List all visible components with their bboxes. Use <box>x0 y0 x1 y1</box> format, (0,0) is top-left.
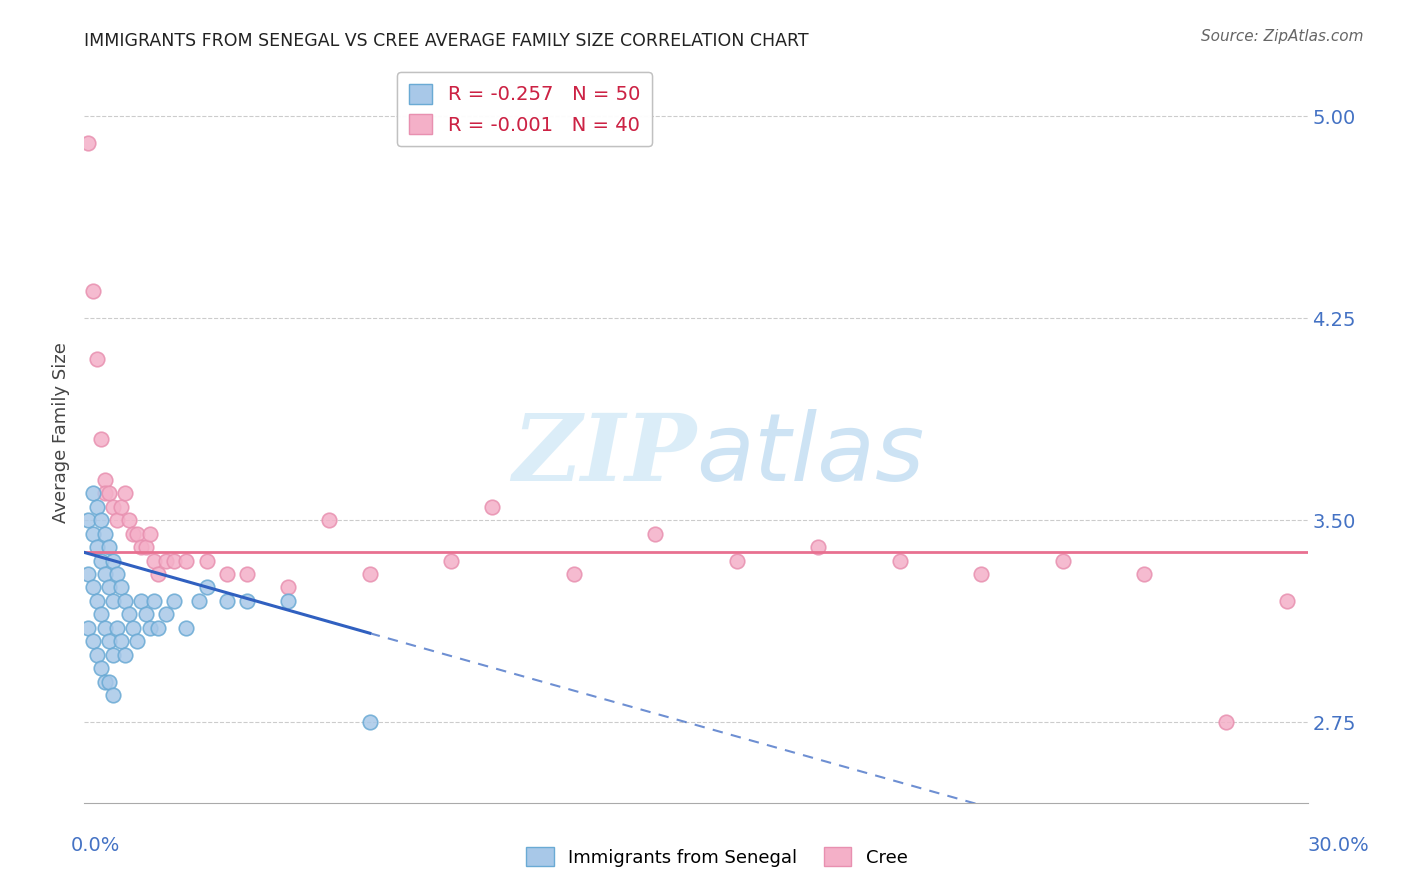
Point <box>105 513 128 527</box>
Point <box>77 136 100 151</box>
Point <box>155 607 177 622</box>
Point <box>110 581 132 595</box>
Point <box>163 553 186 567</box>
Point <box>77 513 100 527</box>
Point <box>118 607 141 622</box>
Point <box>86 500 108 514</box>
Point <box>146 566 169 581</box>
Point <box>1277 594 1299 608</box>
Point <box>236 594 259 608</box>
Point <box>481 500 503 514</box>
Point <box>155 553 177 567</box>
Point <box>889 553 911 567</box>
Point <box>114 594 136 608</box>
Point <box>90 513 112 527</box>
Point <box>131 594 153 608</box>
Point <box>440 553 463 567</box>
Y-axis label: Average Family Size: Average Family Size <box>52 343 70 523</box>
Point <box>93 473 115 487</box>
Point <box>101 688 124 702</box>
Point <box>97 486 120 500</box>
Point <box>359 714 381 729</box>
Point <box>970 566 993 581</box>
Point <box>1052 553 1074 567</box>
Point <box>97 581 120 595</box>
Point <box>101 553 124 567</box>
Point <box>174 621 197 635</box>
Point <box>195 581 218 595</box>
Text: ZIP: ZIP <box>512 409 696 500</box>
Point <box>138 621 160 635</box>
Point <box>90 553 112 567</box>
Point <box>318 513 340 527</box>
Point <box>142 594 165 608</box>
Point <box>77 621 100 635</box>
Point <box>82 634 104 648</box>
Point <box>187 594 209 608</box>
Point <box>86 540 108 554</box>
Text: 0.0%: 0.0% <box>70 836 121 855</box>
Point <box>142 553 165 567</box>
Point <box>725 553 748 567</box>
Point <box>195 553 218 567</box>
Point <box>807 540 830 554</box>
Point <box>93 621 115 635</box>
Point <box>82 526 104 541</box>
Point <box>138 526 160 541</box>
Point <box>122 526 145 541</box>
Legend: Immigrants from Senegal, Cree: Immigrants from Senegal, Cree <box>519 840 915 874</box>
Point <box>101 500 124 514</box>
Point <box>101 594 124 608</box>
Point <box>86 594 108 608</box>
Point <box>118 513 141 527</box>
Point <box>135 540 157 554</box>
Text: IMMIGRANTS FROM SENEGAL VS CREE AVERAGE FAMILY SIZE CORRELATION CHART: IMMIGRANTS FROM SENEGAL VS CREE AVERAGE … <box>84 32 808 50</box>
Point <box>110 500 132 514</box>
Point <box>127 526 149 541</box>
Point <box>135 607 157 622</box>
Point <box>90 433 112 447</box>
Point <box>131 540 153 554</box>
Point <box>122 621 145 635</box>
Point <box>93 566 115 581</box>
Point <box>97 634 120 648</box>
Point <box>86 648 108 662</box>
Point <box>86 351 108 366</box>
Point <box>97 540 120 554</box>
Text: atlas: atlas <box>696 409 924 500</box>
Point <box>82 285 104 299</box>
Point <box>127 634 149 648</box>
Point <box>359 566 381 581</box>
Point <box>90 607 112 622</box>
Point <box>114 648 136 662</box>
Point <box>114 486 136 500</box>
Point <box>105 621 128 635</box>
Point <box>97 674 120 689</box>
Legend: R = -0.257   N = 50, R = -0.001   N = 40: R = -0.257 N = 50, R = -0.001 N = 40 <box>398 72 652 146</box>
Point <box>82 581 104 595</box>
Point <box>90 661 112 675</box>
Point <box>77 566 100 581</box>
Point <box>101 648 124 662</box>
Point <box>1215 714 1237 729</box>
Point <box>82 486 104 500</box>
Point <box>163 594 186 608</box>
Point <box>217 594 239 608</box>
Point <box>644 526 666 541</box>
Point <box>562 566 585 581</box>
Point <box>93 486 115 500</box>
Point <box>236 566 259 581</box>
Point <box>105 566 128 581</box>
Point <box>93 526 115 541</box>
Point <box>277 581 299 595</box>
Text: Source: ZipAtlas.com: Source: ZipAtlas.com <box>1201 29 1364 44</box>
Point <box>110 634 132 648</box>
Point <box>146 621 169 635</box>
Point <box>277 594 299 608</box>
Point <box>217 566 239 581</box>
Point <box>93 674 115 689</box>
Point <box>1133 566 1156 581</box>
Text: 30.0%: 30.0% <box>1308 836 1369 855</box>
Point <box>174 553 197 567</box>
